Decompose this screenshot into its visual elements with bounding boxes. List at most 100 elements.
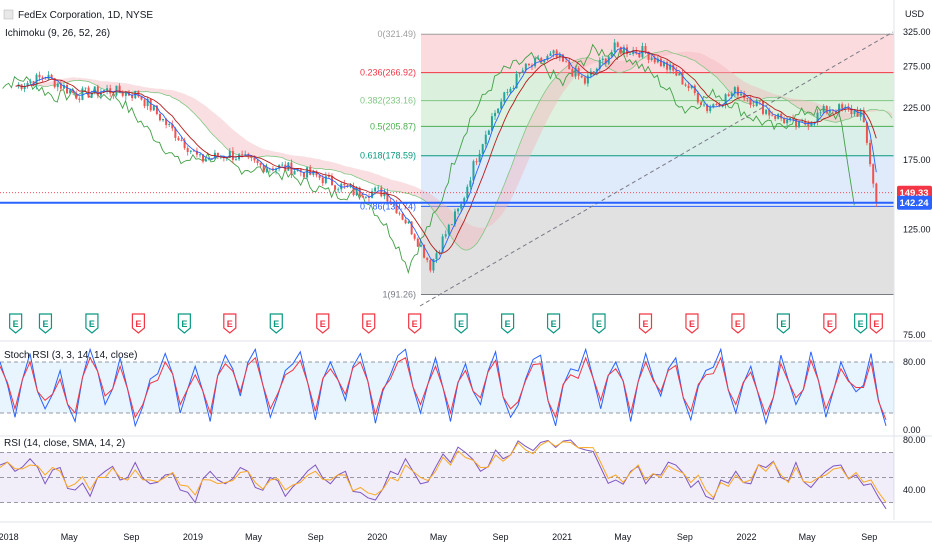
earnings-marker[interactable]: E <box>501 313 515 334</box>
candle-body <box>84 87 87 89</box>
earnings-marker[interactable]: E <box>854 313 868 334</box>
candle-body <box>210 158 213 160</box>
earnings-marker[interactable]: E <box>776 313 790 334</box>
candle-body <box>23 86 26 90</box>
earnings-marker-letter: E <box>858 319 864 329</box>
candle-body <box>256 160 259 163</box>
candle-body <box>712 104 715 108</box>
rsi-title: RSI (14, close, SMA, 14, 2) <box>4 438 125 449</box>
price-tick-label: 75.00 <box>903 330 926 340</box>
candle-body <box>78 98 81 100</box>
candle-body <box>201 154 204 162</box>
earnings-marker[interactable]: E <box>9 313 23 334</box>
earnings-marker[interactable]: E <box>731 313 745 334</box>
earnings-marker[interactable]: E <box>823 313 837 334</box>
earnings-marker[interactable]: E <box>362 313 376 334</box>
candle-body <box>62 85 65 89</box>
candle-body <box>265 168 268 173</box>
earnings-marker-letter: E <box>42 319 48 329</box>
candle-body <box>469 180 472 187</box>
earnings-marker-letter: E <box>596 319 602 329</box>
candle-body <box>262 165 265 173</box>
earnings-marker-shape <box>38 313 53 334</box>
earnings-marker[interactable]: E <box>638 313 653 334</box>
candle-body <box>35 74 38 86</box>
candle-body <box>204 159 207 162</box>
time-axis[interactable]: 2018 May Sep 2019 May Sep 2020 May Sep 2021 May Sep… <box>0 521 932 542</box>
candle-body <box>228 151 231 158</box>
earnings-marker[interactable]: E <box>269 313 283 334</box>
time-tick-label: 2019 <box>183 532 203 542</box>
candle-body <box>571 69 574 77</box>
candle-body <box>819 112 822 114</box>
candle-body <box>733 87 736 94</box>
earnings-marker-shape <box>9 313 23 334</box>
candle-body <box>798 121 801 128</box>
price-tick-label: 125.00 <box>903 224 931 234</box>
candle-body <box>758 100 761 102</box>
candle-body <box>828 109 831 113</box>
candle-body <box>195 150 198 155</box>
candle-body <box>841 104 844 109</box>
candle-body <box>171 124 174 129</box>
candle-body <box>244 154 247 155</box>
candle-body <box>460 204 463 209</box>
earnings-marker-shape <box>85 313 99 334</box>
candle-body <box>457 208 460 212</box>
earnings-marker[interactable]: E <box>546 313 561 334</box>
price-tick-label: 175.00 <box>903 155 931 165</box>
candle-body <box>318 175 321 178</box>
trend-line[interactable] <box>419 31 894 307</box>
candle-body <box>650 57 653 60</box>
candle-body <box>862 110 865 123</box>
earnings-marker[interactable]: E <box>85 313 99 334</box>
candle-body <box>518 72 521 75</box>
candle-body <box>743 93 746 99</box>
candle-body <box>118 85 121 93</box>
candle-body <box>696 92 699 103</box>
candle-body <box>537 58 540 59</box>
candle-body <box>816 112 819 122</box>
symbol-title: FedEx Corporation, 1D, NYSE <box>18 10 153 21</box>
earnings-marker-shape <box>685 313 699 334</box>
earnings-marker[interactable]: E <box>869 313 883 334</box>
candle-body <box>380 187 383 197</box>
earnings-marker[interactable]: E <box>177 313 191 334</box>
candle-body <box>534 58 537 67</box>
time-tick-label: May <box>799 532 817 542</box>
candle-body <box>66 85 69 94</box>
earnings-marker[interactable]: E <box>38 313 53 334</box>
candle-body <box>330 176 333 186</box>
candle-body <box>404 219 407 224</box>
price-label-text: 142.24 <box>899 198 929 209</box>
earnings-marker[interactable]: E <box>685 313 699 334</box>
fib-level-label: 0.786(139.74) <box>360 201 416 211</box>
earnings-marker[interactable]: E <box>316 313 330 334</box>
candle-body <box>549 53 552 56</box>
candle-body <box>552 50 555 54</box>
candle-body <box>740 93 743 96</box>
earnings-marker[interactable]: E <box>592 313 606 334</box>
candle-body <box>638 53 641 58</box>
oscillator-tick-label: 80.00 <box>903 435 926 445</box>
candle-body <box>681 73 684 85</box>
earnings-marker[interactable]: E <box>223 313 237 334</box>
price-axis[interactable]: 325.00 275.00 225.00 175.00 125.00 75.00 149.3… <box>893 0 932 520</box>
candle-body <box>26 82 29 87</box>
earnings-marker-letter: E <box>873 319 879 329</box>
candle-body <box>595 68 598 72</box>
candle-body <box>81 88 84 100</box>
candle-body <box>490 116 493 131</box>
candle-body <box>647 51 650 60</box>
base-line <box>15 49 877 254</box>
price-tick-label: 225.00 <box>903 103 931 113</box>
earnings-marker[interactable]: E <box>131 313 145 334</box>
earnings-marker[interactable]: E <box>454 313 468 334</box>
candle-body <box>41 77 44 79</box>
candle-body <box>856 110 859 117</box>
earnings-marker-shape <box>223 313 237 334</box>
earnings-marker[interactable]: E <box>408 313 422 334</box>
candle-body <box>709 107 712 112</box>
